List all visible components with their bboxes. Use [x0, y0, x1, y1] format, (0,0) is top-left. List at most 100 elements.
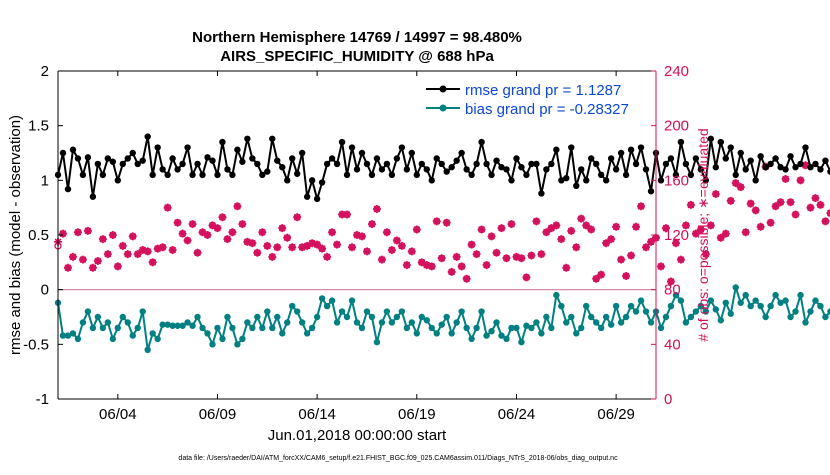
bias-point [483, 332, 490, 339]
obs-evaluated-point [153, 244, 162, 253]
obs-evaluated-point [572, 243, 581, 252]
bias-point [264, 308, 271, 315]
bias-point [254, 313, 261, 321]
bias-point [338, 308, 346, 315]
obs-possible-point [502, 254, 511, 262]
obs-evaluated-point [313, 240, 322, 249]
obs-evaluated-point [273, 243, 282, 252]
obs-evaluated-point [512, 252, 521, 261]
obs-possible-point [423, 261, 431, 269]
rmse-point [279, 164, 286, 171]
bias-point [274, 313, 281, 321]
x-tick-label: 06/09 [199, 406, 237, 423]
rmse-point [498, 164, 505, 171]
obs-possible-point [129, 232, 137, 241]
rmse-point [323, 160, 331, 168]
obs-evaluated-point [647, 237, 656, 246]
obs-possible-point [428, 262, 436, 271]
obs-evaluated-point [253, 248, 262, 257]
rmse-point [124, 155, 131, 162]
rmse-point [458, 149, 465, 157]
obs-evaluated-point [362, 247, 371, 256]
obs-evaluated-point [298, 243, 307, 252]
obs-evaluated-point [233, 202, 242, 211]
bias-point [139, 308, 146, 315]
legend-box [416, 78, 654, 118]
obs-evaluated-point [193, 248, 202, 257]
bias-point [164, 321, 171, 328]
bias-point [318, 295, 326, 302]
bias-point [538, 330, 545, 337]
obs-evaluated-point [736, 183, 745, 192]
bias-point [433, 330, 440, 337]
obs-possible-point [552, 221, 560, 230]
obs-possible-point [168, 246, 177, 254]
obs-possible-point [94, 257, 102, 265]
obs-evaluated-point [338, 210, 347, 219]
rmse-point [294, 170, 301, 177]
obs-possible-point [587, 225, 595, 234]
rmse-point [463, 166, 470, 173]
rmse-point [478, 138, 485, 146]
obs-possible-point [532, 217, 541, 225]
obs-evaluated-point [63, 263, 72, 272]
obs-evaluated-point [113, 262, 122, 271]
bias-point [438, 321, 445, 328]
obs-possible-point [163, 204, 172, 212]
obs-possible-point [154, 245, 162, 253]
bias-point [214, 324, 221, 332]
bias-point [667, 302, 675, 310]
obs-possible-point [597, 270, 605, 279]
obs-possible-point [737, 183, 745, 191]
rmse-point [622, 171, 630, 179]
rmse-point [408, 149, 416, 157]
bias-point [368, 313, 376, 321]
legend: rmse grand pr = 1.1287 bias grand pr = -… [416, 78, 654, 118]
bias-point [797, 291, 804, 299]
obs-evaluated-point [93, 256, 102, 265]
obs-possible-point [607, 235, 615, 243]
bias-point [812, 297, 819, 304]
obs-evaluated-point [432, 217, 441, 226]
obs-evaluated-point [532, 217, 541, 226]
rmse-point [189, 171, 196, 179]
obs-possible-point [632, 223, 640, 231]
rmse-point [802, 144, 809, 151]
rmse-point [727, 144, 734, 151]
obs-evaluated-point [78, 255, 87, 264]
rmse-point [229, 171, 236, 179]
bias-point [194, 313, 201, 321]
rmse-point [533, 160, 540, 168]
rmse-point [129, 149, 136, 157]
bias-series [54, 284, 830, 353]
obs-evaluated-point [123, 250, 132, 259]
bias-point [199, 324, 206, 332]
obs-evaluated-point [372, 205, 381, 214]
bias-point [523, 322, 530, 329]
rmse-point [418, 160, 425, 168]
obs-evaluated-point [333, 240, 342, 249]
bias-point [692, 308, 700, 315]
bias-point [79, 319, 87, 326]
bias-point [573, 330, 580, 337]
rmse-point [588, 155, 595, 162]
obs-evaluated-point [367, 220, 376, 229]
rmse-point [782, 166, 789, 173]
bias-point [453, 319, 460, 326]
obs-possible-point [622, 272, 630, 280]
y-ticks: -1 -0.5 0 0.5 1 1.5 2 [23, 63, 63, 408]
rmse-point [568, 144, 575, 151]
obs-evaluated-point [422, 261, 431, 270]
bias-point [99, 324, 107, 332]
obs-evaluated-point [776, 198, 785, 207]
obs-possible-point [692, 229, 700, 238]
chart-subtitle: AIRS_SPECIFIC_HUMIDITY @ 688 hPa [220, 48, 494, 65]
y2-tick-label: 80 [664, 282, 681, 299]
obs-evaluated-point [597, 270, 606, 279]
obs-evaluated-point [771, 202, 780, 211]
rmse-point [543, 166, 550, 173]
bias-point [503, 335, 510, 343]
obs-evaluated-point [522, 273, 531, 282]
bias-point [413, 330, 420, 337]
bias-point [69, 330, 77, 337]
